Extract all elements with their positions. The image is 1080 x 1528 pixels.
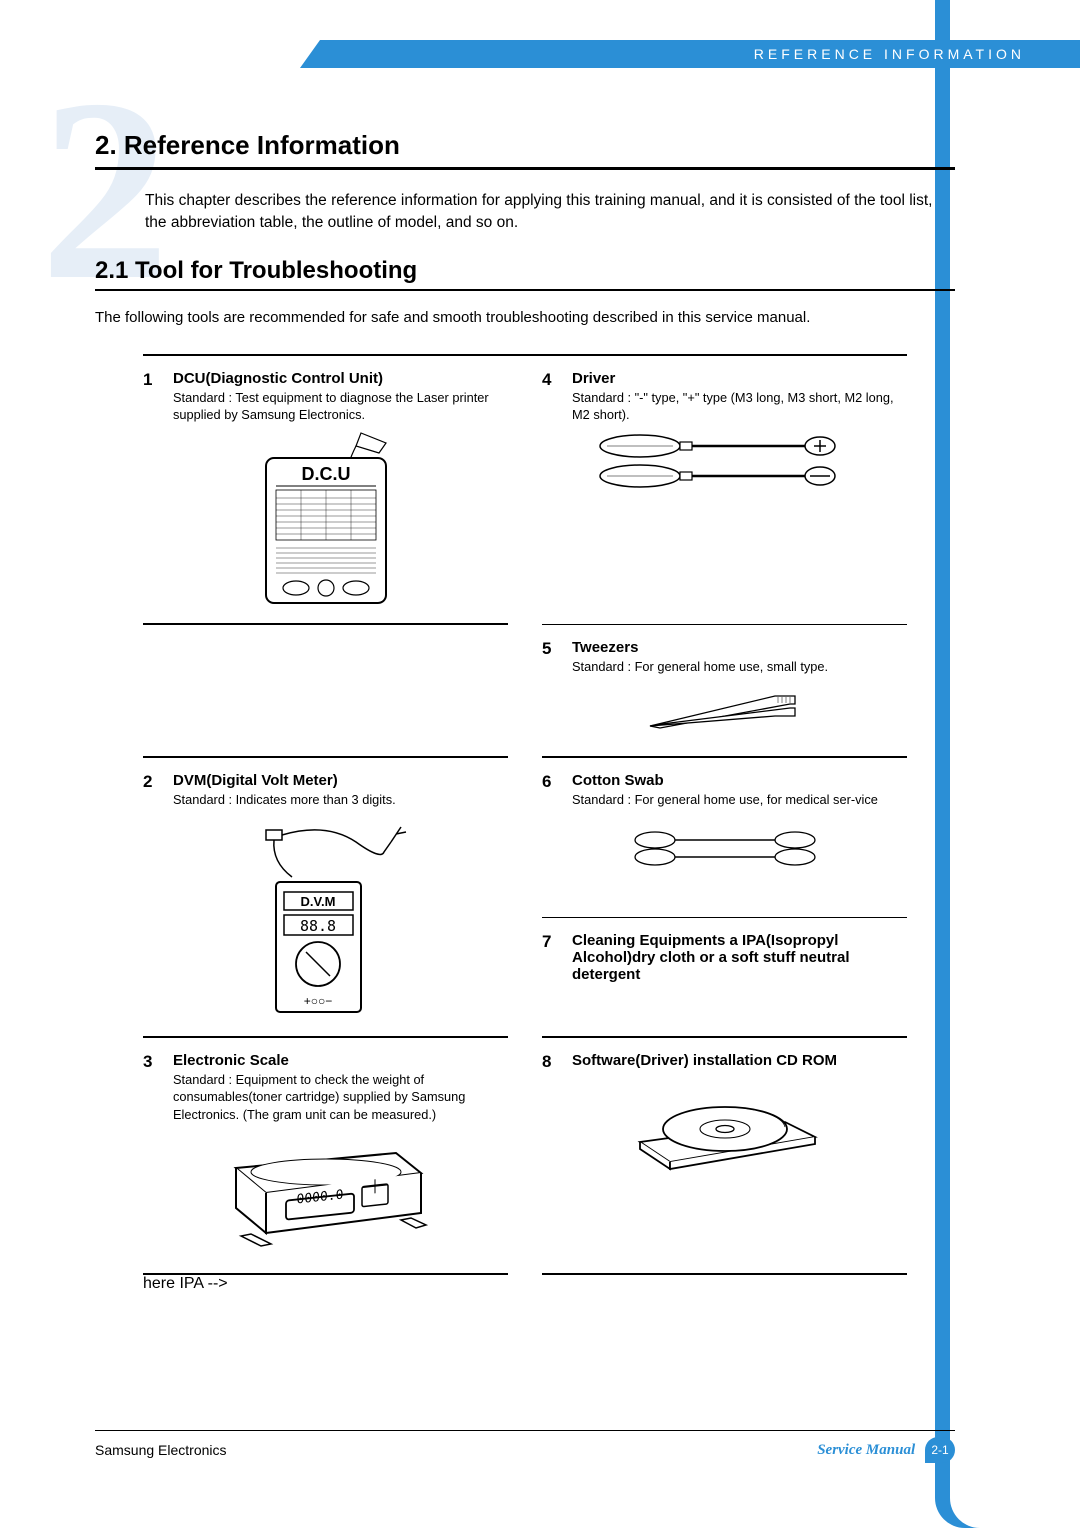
svg-text:D.V.M: D.V.M — [300, 894, 335, 909]
tool-name: DCU(Diagnostic Control Unit) — [173, 370, 508, 387]
tool-number: 4 — [542, 370, 558, 424]
tool-name: Tweezers — [572, 639, 907, 656]
page-footer: Samsung Electronics Service Manual 2-1 — [95, 1430, 955, 1463]
side-accent-bar — [935, 0, 1080, 1528]
tool-number: 2 — [143, 772, 159, 808]
tools-grid: 1 DCU(Diagnostic Control Unit) Standard … — [143, 354, 907, 1293]
page-content: 2. Reference Information This chapter de… — [95, 130, 955, 1293]
tweezers-illustration — [542, 676, 907, 746]
tool-name: Cleaning Equipments a IPA(Isopropyl Alco… — [572, 932, 907, 983]
tool-scale: 3 Electronic Scale Standard : Equipment … — [143, 1038, 508, 1275]
cdrom-illustration — [542, 1072, 907, 1202]
tool-cdrom: 8 Software(Driver) installation CD ROM — [542, 1038, 907, 1275]
header-ribbon: REFERENCE INFORMATION — [320, 40, 1080, 68]
section-paragraph: The following tools are recommended for … — [95, 309, 955, 326]
tool-driver: 4 Driver Standard : "-" type, "+" type (… — [542, 356, 907, 626]
svg-text:88.8: 88.8 — [299, 917, 335, 935]
tool-dcu: 1 DCU(Diagnostic Control Unit) Standard … — [143, 356, 508, 626]
tool-name: Cotton Swab — [572, 772, 907, 789]
tool-name: Electronic Scale — [173, 1052, 508, 1069]
tool-name: Driver — [572, 370, 907, 387]
tool-number: 8 — [542, 1052, 558, 1072]
dvm-illustration: D.V.M 88.8 +○○− — [143, 808, 508, 1026]
tool-number: 5 — [542, 639, 558, 675]
footer-page-badge: 2-1 — [925, 1437, 955, 1463]
tool-tweezers: 5 Tweezers Standard : For general home u… — [542, 625, 907, 757]
swab-illustration — [542, 808, 907, 886]
svg-text:D.C.U: D.C.U — [301, 464, 350, 484]
footer-company: Samsung Electronics — [95, 1442, 227, 1458]
tool-cleaning: 7 Cleaning Equipments a IPA(Isopropyl Al… — [542, 918, 907, 1038]
heading-2: 2.1 Tool for Troubleshooting — [95, 257, 955, 291]
tool-number: 1 — [143, 370, 159, 424]
tool-cotton-swab: 6 Cotton Swab Standard : For general hom… — [542, 758, 907, 919]
scale-illustration: 0000.0 — [143, 1123, 508, 1263]
tool-number: 6 — [542, 772, 558, 808]
tool-number: 7 — [542, 932, 558, 983]
tool-desc: Standard : Equipment to check the weight… — [173, 1071, 508, 1123]
intro-paragraph: This chapter describes the reference inf… — [145, 190, 955, 235]
heading-1: 2. Reference Information — [95, 130, 955, 170]
tool-desc: Standard : "-" type, "+" type (M3 long, … — [572, 389, 907, 424]
dcu-illustration: D.C.U — [143, 423, 508, 613]
tool-desc: Standard : For general home use, small t… — [572, 658, 907, 675]
footer-right: Service Manual 2-1 — [817, 1437, 955, 1463]
svg-text:+○○−: +○○− — [303, 994, 332, 1008]
tool-name: Software(Driver) installation CD ROM — [572, 1052, 907, 1069]
tool-desc: Standard : For general home use, for med… — [572, 791, 907, 808]
tool-dvm: 2 DVM(Digital Volt Meter) Standard : Ind… — [143, 758, 508, 1038]
tool-name: DVM(Digital Volt Meter) — [173, 772, 508, 789]
tool-desc: Standard : Indicates more than 3 digits. — [173, 791, 508, 808]
tool-desc: Standard : Test equipment to diagnose th… — [173, 389, 508, 424]
tool-number: 3 — [143, 1052, 159, 1123]
driver-illustration — [542, 423, 907, 498]
side-accent-inner — [950, 0, 1080, 1528]
footer-service-manual: Service Manual — [817, 1442, 915, 1458]
